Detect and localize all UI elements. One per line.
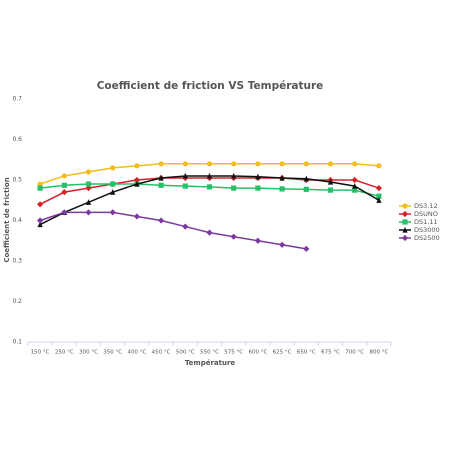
marker [279,186,285,192]
marker [255,161,261,167]
marker [375,185,382,192]
marker [37,217,44,224]
legend-label: DSUNO [414,210,438,218]
marker [158,217,165,224]
marker [303,175,309,182]
marker [401,210,409,218]
marker [133,213,140,220]
marker [85,185,92,192]
marker [231,185,237,191]
x-tick-label: 250 °C [55,350,74,356]
legend-label: DS2500 [414,234,440,242]
y-tick-label: 0.3 [12,258,22,265]
marker [376,163,382,169]
marker [231,172,237,179]
marker [279,241,286,248]
marker [279,174,285,181]
x-tick-label: 675 °C [321,350,340,356]
marker [134,180,140,187]
marker [134,163,140,169]
x-tick-label: 350 °C [103,350,122,356]
marker [61,173,67,179]
y-tick-label: 0.5 [12,177,22,184]
x-tick-label: 625 °C [273,350,292,356]
marker [352,161,358,167]
legend-label: DS3.12 [414,202,438,210]
y-tick-label: 0.6 [12,136,22,143]
marker [351,176,358,184]
x-axis-label: Température [185,359,236,367]
x-tick-label: 600 °C [248,350,267,356]
marker [279,161,285,167]
marker [206,172,213,179]
x-tick-label: 550 °C [200,350,219,356]
marker [85,181,92,187]
marker [303,245,310,252]
marker [182,183,188,189]
x-tick-label: 650 °C [297,350,316,356]
marker [85,199,92,205]
marker [402,203,408,209]
marker [230,233,237,240]
x-tick-label: 450 °C [152,350,171,356]
legend-label: DS3000 [414,226,440,234]
x-tick-label: 400 °C [127,350,146,356]
marker [158,174,164,181]
marker [37,181,43,187]
marker [352,187,358,193]
y-tick-label: 0.4 [12,217,22,224]
marker [182,223,189,230]
x-tick-label: 700 °C [345,350,364,356]
marker [206,161,213,167]
marker [303,186,309,192]
marker [61,182,67,188]
x-tick-label: 800 °C [369,350,388,356]
marker [206,229,213,236]
marker [110,165,116,171]
marker [110,189,116,195]
marker [110,181,116,187]
chart-title: Coefficient de friction VS Température [97,80,324,92]
marker [327,178,334,185]
marker [327,161,334,167]
marker [182,172,188,179]
marker [303,161,309,167]
y-axis-label: Coefficient de friction [3,177,11,262]
legend-label: DS1.11 [414,218,438,226]
x-tick-label: 575 °C [224,350,243,356]
x-tick-label: 150 °C [31,350,50,356]
marker [37,201,44,208]
marker [158,182,164,188]
marker [327,187,334,193]
marker [402,219,408,225]
marker [158,161,164,167]
marker [109,209,116,216]
marker [61,189,68,196]
marker [61,209,68,216]
marker [376,193,382,199]
marker [182,161,188,167]
marker [37,221,43,228]
y-tick-label: 0.1 [12,339,22,346]
marker [206,184,213,190]
x-tick-label: 300 °C [79,350,98,356]
marker [255,185,261,191]
marker [376,197,382,203]
y-tick-label: 0.7 [12,96,22,103]
marker [231,161,237,167]
marker [402,226,408,233]
marker [352,182,358,189]
y-tick-label: 0.2 [12,298,22,305]
marker [401,234,409,242]
marker [37,185,43,191]
series-line [39,211,307,250]
x-tick-label: 500 °C [176,350,195,356]
marker [85,169,92,175]
marker [254,237,261,244]
marker [255,173,261,180]
marker [85,209,92,216]
